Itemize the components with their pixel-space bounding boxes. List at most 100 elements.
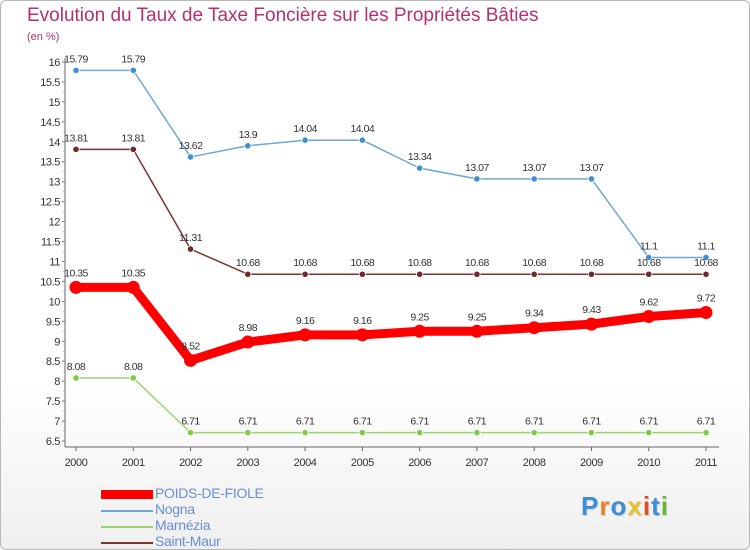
y-tick-label: 10.5 [40, 276, 60, 288]
x-tick-label: 2001 [122, 457, 145, 469]
axes: 6.5 7 7.5 8 8.5 9 9.5 10 10.5 11 11.5 12 12.5 13 13.5 1… [40, 57, 719, 469]
data-label: 15.79 [64, 53, 88, 65]
data-point [129, 145, 137, 153]
logo-letter: o [610, 491, 628, 521]
data-label: 10.68 [637, 257, 661, 269]
y-tick-label: 11 [49, 256, 60, 268]
series-line-nogna [75, 69, 707, 259]
data-label: 10.68 [350, 257, 374, 269]
data-label: 10.68 [293, 257, 317, 269]
data-point [355, 328, 369, 342]
legend-label: Nogna [155, 501, 195, 517]
x-tick-label: 2011 [695, 457, 717, 469]
data-point [587, 429, 596, 437]
data-point [413, 324, 427, 338]
x-tick-label: 2008 [523, 457, 546, 469]
data-label: 6.71 [468, 416, 487, 428]
data-point [301, 429, 309, 437]
data-label: 15.79 [121, 53, 145, 65]
data-label: 10.35 [64, 267, 88, 279]
data-label: 9.62 [640, 297, 659, 309]
logo-letter: P [581, 491, 600, 521]
data-label: 13.34 [408, 151, 432, 163]
chart-title: Evolution du Taux de Taxe Foncière sur l… [27, 5, 539, 26]
data-label: 9.34 [525, 308, 544, 320]
legend-swatch [101, 542, 153, 544]
data-point [72, 145, 80, 153]
data-point [416, 429, 424, 437]
data-point [702, 270, 710, 278]
series-line-marnézia [75, 377, 707, 434]
x-tick-label: 2010 [637, 457, 660, 469]
data-label: 9.25 [468, 311, 487, 323]
data-label: 8.08 [67, 361, 86, 373]
x-tick-label: 2006 [408, 457, 431, 469]
y-tick-label: 6.5 [46, 436, 60, 448]
y-tick-label: 9.5 [46, 316, 60, 328]
y-tick-label: 11.5 [41, 237, 60, 249]
data-point [69, 280, 83, 294]
data-point [530, 429, 538, 437]
data-point [584, 317, 598, 331]
y-tick-label: 14.5 [40, 117, 60, 129]
data-point [244, 429, 252, 437]
y-tick-label: 13.5 [40, 157, 60, 169]
data-point [186, 153, 195, 161]
legend-swatch [101, 526, 153, 528]
y-tick-label: 7 [54, 416, 60, 428]
data-point [358, 429, 366, 437]
data-label: 13.81 [121, 132, 145, 144]
logo-letter: i [660, 491, 669, 521]
data-label: 13.07 [522, 162, 546, 174]
data-labels: 15.79 15.79 13.62 13.9 14.04 14.04 13.34 13.07 1… [64, 53, 719, 428]
legend-label: Marnézia [155, 517, 211, 533]
data-point [358, 136, 366, 144]
series-layer [69, 66, 713, 437]
data-label: 10.68 [465, 257, 489, 269]
y-tick-label: 13 [49, 177, 61, 189]
data-point [527, 321, 541, 335]
data-label: 10.68 [580, 257, 604, 269]
y-tick-label: 12.5 [40, 197, 60, 209]
data-point [129, 374, 137, 382]
data-label: 11.1 [640, 240, 658, 252]
data-point [587, 270, 596, 278]
data-point [473, 270, 481, 278]
data-point [298, 328, 312, 342]
x-tick-label: 2005 [351, 457, 374, 469]
logo-letter: t [651, 491, 661, 521]
y-tick-label: 8 [54, 376, 60, 388]
data-point [416, 164, 424, 172]
data-label: 6.71 [525, 416, 544, 428]
x-tick-label: 2009 [580, 457, 603, 469]
data-point [699, 306, 713, 320]
data-label: 6.71 [181, 416, 200, 428]
data-point [72, 374, 80, 382]
data-point [186, 245, 195, 253]
series-line-saint-maur [75, 148, 707, 275]
data-label: 13.81 [64, 132, 88, 144]
data-label: 13.07 [465, 162, 489, 174]
data-label: 9.43 [582, 304, 601, 316]
x-tick-label: 2007 [465, 457, 488, 469]
data-label: 14.04 [350, 123, 374, 135]
legend-swatch [101, 490, 153, 499]
data-label: 10.68 [694, 257, 718, 269]
data-label: 6.71 [296, 416, 315, 428]
y-tick-label: 15.5 [40, 77, 60, 89]
legend-swatch [101, 510, 153, 512]
x-tick-label: 2002 [179, 457, 202, 469]
data-point [587, 175, 596, 183]
data-label: 11.1 [697, 240, 715, 252]
y-tick-label: 9 [54, 336, 60, 348]
y-tick-label: 14 [49, 137, 61, 149]
data-point [530, 270, 538, 278]
data-label: 10.68 [236, 257, 260, 269]
y-tick-label: 10 [49, 296, 61, 308]
y-tick-label: 12 [49, 217, 61, 229]
data-label: 8.08 [124, 361, 143, 373]
data-point [702, 253, 710, 262]
y-tick-label: 7.5 [46, 396, 60, 408]
data-point [645, 429, 653, 437]
